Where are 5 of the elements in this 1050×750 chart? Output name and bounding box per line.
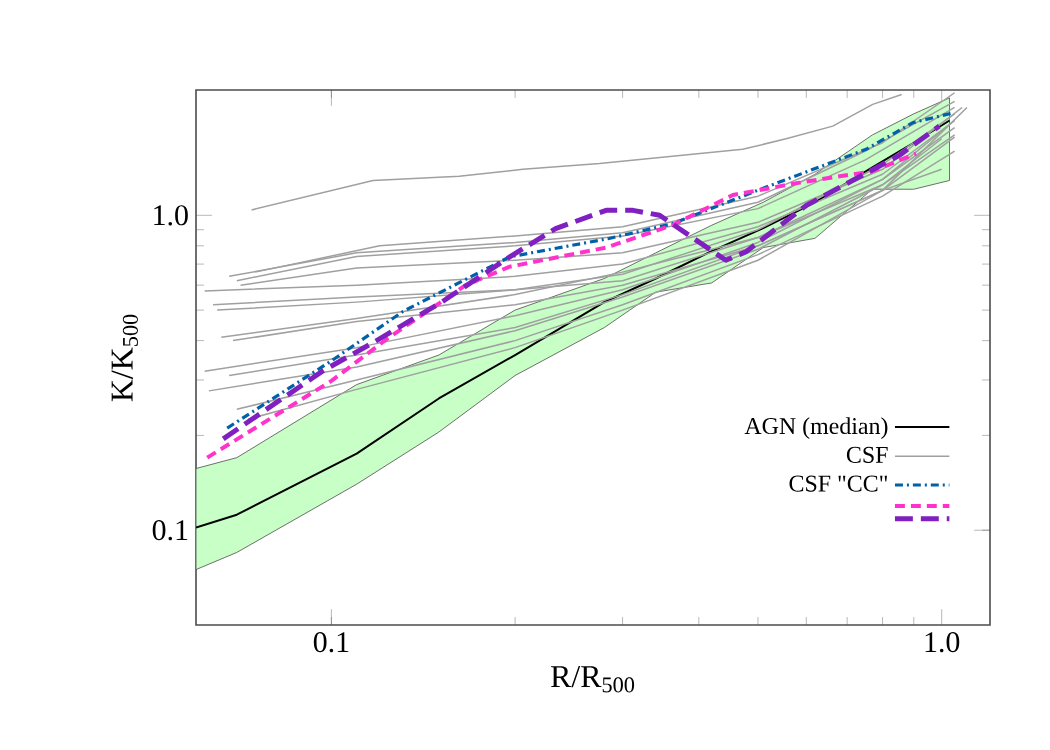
legend-label: CSF "CC" bbox=[789, 475, 887, 492]
legend-label: CSF bbox=[846, 446, 888, 463]
legend-label: AGN (median) bbox=[744, 417, 888, 439]
x-axis-title: R/R$_{500}$ bbox=[550, 666, 635, 693]
y-axis-title: K/K$_{500}$ bbox=[111, 314, 138, 402]
